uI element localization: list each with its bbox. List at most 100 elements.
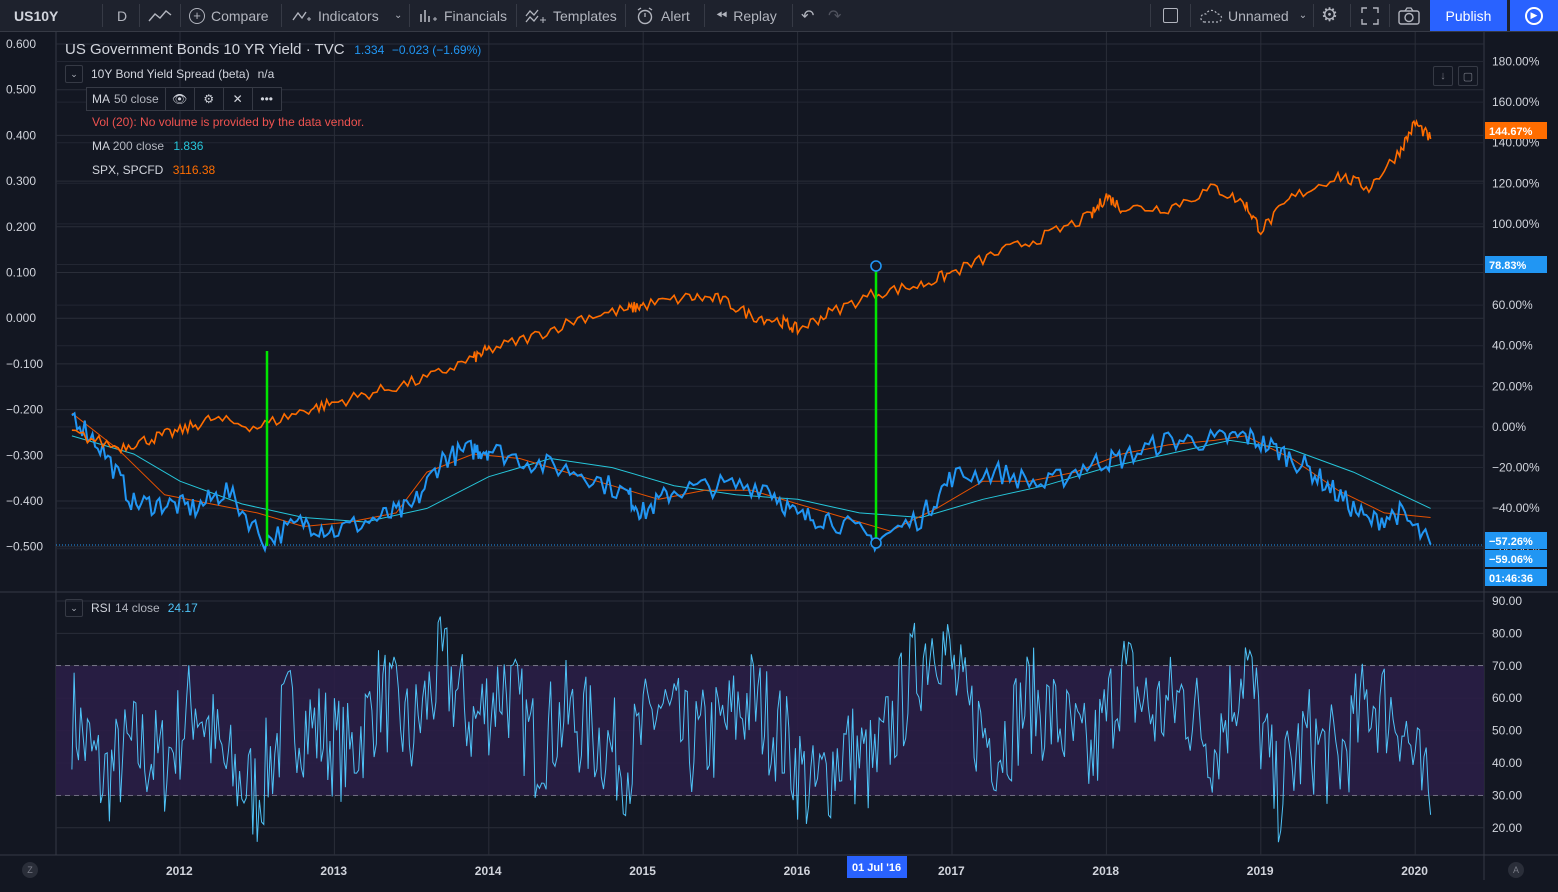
more-button[interactable]: ••• [251,88,281,110]
price-change: −0.023 (−1.69%) [391,43,482,57]
left-axis-tick: −0.300 [6,448,43,462]
compare-button[interactable]: + Compare [189,0,269,31]
visibility-button[interactable]: 👁︎ [164,88,194,110]
chevron-down-icon: ⌄ [70,68,78,79]
redo-icon: ↷ [828,7,842,25]
spx-price-badge [1485,122,1547,139]
spx-name: SPX, SPCFD [92,163,164,177]
zoom-icon: Z [27,865,33,875]
collapse-rsi-button[interactable]: ⌄ [65,599,83,617]
right-axis-tick: −20.00% [1492,461,1540,475]
zoom-reset-button[interactable]: Z [22,862,38,878]
left-axis-tick: −0.400 [6,494,43,508]
right-axis-tick: 180.00% [1492,55,1540,69]
publish-button[interactable]: Publish [1430,0,1507,31]
alert-label: Alert [661,7,690,24]
remove-indicator-button[interactable]: ✕ [222,88,252,110]
rsi-axis-tick: 60.00 [1492,691,1522,705]
more-icon: ••• [260,92,273,106]
level-badge-text: 78.83% [1489,260,1527,272]
left-axis-tick: 0.300 [6,174,36,188]
left-axis-tick: −0.200 [6,403,43,417]
cloud-icon [1200,9,1223,23]
spx-line [71,118,1432,455]
rsi-value: 24.17 [167,601,198,615]
settings-button[interactable]: ⚙︎ [1321,0,1338,31]
fullscreen-button[interactable] [1361,0,1379,31]
undo-button[interactable]: ↶ [801,0,814,31]
rsi-name: RSI [91,601,112,615]
right-axis-tick: 60.00% [1492,298,1533,312]
layout-name-button[interactable]: Unnamed ⌄ [1199,0,1307,31]
auto-scale-icon: A [1512,865,1519,875]
marker-handle [870,260,882,272]
ma50-legend[interactable]: MA 50 close 👁︎ ⚙︎ ✕ ••• [86,87,282,111]
select-layout-button[interactable] [1163,0,1178,31]
time-axis-tick: 2018 [1092,864,1119,878]
time-axis-tick: 2019 [1247,864,1274,878]
spread-legend[interactable]: ⌄ 10Y Bond Yield Spread (beta) n/a [65,63,274,85]
indicators-dropdown-icon[interactable]: ⌄ [394,10,403,21]
scroll-down-button[interactable]: ↓ [1433,66,1453,86]
maximize-icon: ▢ [1462,70,1474,83]
maximize-pane-button[interactable]: ▢ [1458,66,1478,86]
symbol-search-button[interactable]: US10Y [14,7,59,24]
spx-price-badge-text: 144.67% [1489,126,1533,138]
rsi-axis-tick: 80.00 [1492,626,1522,640]
undo-icon: ↶ [801,7,815,25]
rsi-axis-tick: 40.00 [1492,756,1522,770]
rsi-line [71,616,1432,843]
auto-scale-button[interactable]: A [1508,862,1524,878]
interval-button[interactable]: D [117,7,128,24]
templates-button[interactable]: Templates [525,0,617,31]
chart-style-button[interactable] [148,0,172,31]
snapshot-button[interactable] [1398,0,1420,31]
gear-icon: ⚙︎ [203,92,215,106]
replay-button[interactable]: ⏪︎ Replay [716,0,777,31]
collapse-legend-button[interactable]: ⌄ [65,65,83,83]
left-axis-tick: −0.500 [6,540,43,554]
right-axis-tick: 0.00% [1492,420,1526,434]
alert-button[interactable]: Alert [635,0,690,31]
spread-badge [1485,532,1547,549]
ma200-name: MA [92,139,110,153]
indicators-button[interactable]: Indicators [292,0,379,31]
spread-value: n/a [257,67,275,81]
rewind-icon: ⏪︎ [716,7,728,23]
financials-button[interactable]: Financials [418,0,507,31]
play-button[interactable]: ▶ [1510,0,1558,31]
left-axis-tick: 0.600 [6,37,36,51]
time-axis-tick: 2013 [320,864,347,878]
rsi-axis-tick: 50.00 [1492,724,1522,738]
ma50-params: 50 close [114,92,159,106]
line-chart-icon [148,9,172,21]
rsi-axis-tick: 30.00 [1492,788,1522,802]
redo-button[interactable]: ↷ [828,0,841,31]
rsi-legend[interactable]: ⌄ RSI 14 close 24.17 [65,597,198,619]
ma200-value: 1.836 [173,139,204,153]
indicators-icon [292,11,311,21]
rsi-params: 14 close [115,601,160,615]
rsi-axis-tick: 20.00 [1492,821,1522,835]
eye-icon: 👁︎ [172,92,188,106]
right-axis-tick: 40.00% [1492,339,1533,353]
indicator-settings-button[interactable]: ⚙︎ [193,88,223,110]
financials-label: Financials [444,7,508,24]
compare-label: Compare [211,7,269,24]
ma200-legend: MA 200 close 1.836 [92,139,203,153]
indicators-label: Indicators [318,7,379,24]
templates-icon [525,9,546,23]
ma50-line [71,412,1431,532]
chevron-down-icon: ⌄ [1298,10,1308,21]
left-axis-tick: 0.500 [6,83,36,97]
left-axis-tick: 0.200 [6,220,36,234]
right-axis-tick: 20.00% [1492,379,1533,393]
spx-legend: SPX, SPCFD 3116.38 [92,163,215,177]
left-axis-tick: 0.400 [6,128,36,142]
gear-icon: ⚙︎ [1321,5,1339,26]
play-circle-icon: ▶ [1525,6,1543,25]
spread-badge-text: −59.06% [1489,554,1533,566]
templates-label: Templates [553,7,617,24]
level-badge [1485,256,1547,273]
